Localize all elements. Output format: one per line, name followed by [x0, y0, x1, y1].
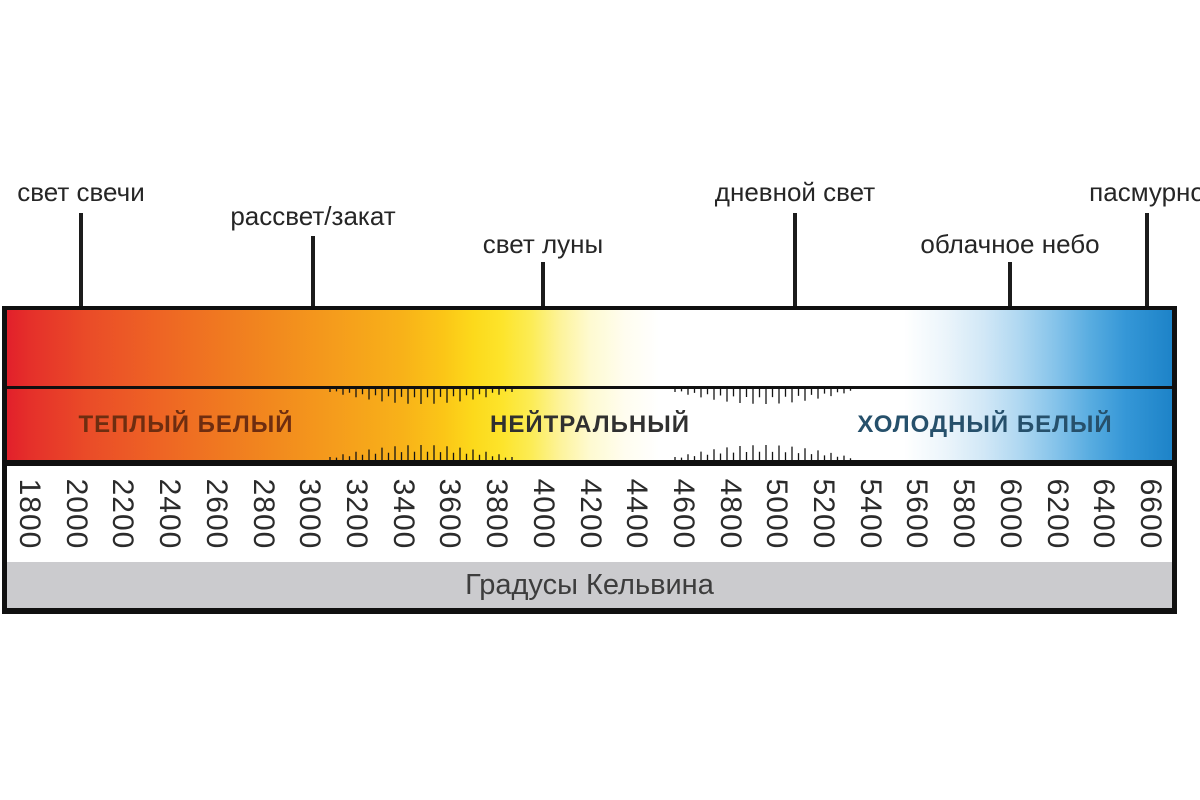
- marker-label-candle-light: свет свечи: [17, 177, 145, 207]
- kelvin-scale: 1800 2000 2200 2400 2600 2800 3000 3200 3400 3600…: [2, 466, 1177, 562]
- zone-label-warm-white: ТЕПЛЫЙ БЕЛЫЙ: [78, 410, 294, 438]
- kelvin-value: 5000: [760, 478, 794, 550]
- kelvin-value: 3000: [293, 478, 327, 550]
- kelvin-value: 2000: [59, 478, 93, 550]
- marker-label-cloudy-sky: облачное небо: [920, 229, 1100, 259]
- zone-label-cold-white: ХОЛОДНЫЙ БЕЛЫЙ: [857, 410, 1113, 438]
- kelvin-value: 5200: [807, 478, 841, 550]
- kelvin-value: 2600: [199, 478, 233, 550]
- marker-label-daylight: дневной свет: [714, 177, 876, 207]
- kelvin-value: 4600: [666, 478, 700, 550]
- transition-ticks: [329, 389, 852, 460]
- kelvin-value: 4200: [573, 478, 607, 550]
- kelvin-value: 3800: [480, 478, 514, 550]
- kelvin-value: 6200: [1040, 478, 1074, 550]
- kelvin-value: 3200: [339, 478, 373, 550]
- kelvin-value: 6400: [1087, 478, 1121, 550]
- kelvin-value: 4800: [713, 478, 747, 550]
- footer-unit-label: Градусы Кельвина: [465, 568, 714, 601]
- zone-label-neutral: НЕЙТРАЛЬНЫЙ: [490, 410, 690, 438]
- kelvin-value: 2800: [246, 478, 280, 550]
- band-divider-line: [7, 386, 1172, 389]
- marker-label-moon-light: свет луны: [482, 229, 604, 259]
- kelvin-value: 5600: [900, 478, 934, 550]
- marker-line-moon-light: [541, 262, 545, 347]
- kelvin-value: 2200: [106, 478, 140, 550]
- kelvin-value: 5400: [853, 478, 887, 550]
- kelvin-value: 6600: [1134, 478, 1168, 550]
- kelvin-value: 5800: [947, 478, 981, 550]
- footer-unit-bar: Градусы Кельвина: [2, 562, 1177, 614]
- marker-line-daylight: [793, 213, 797, 347]
- marker-label-dawn-sunset: рассвет/закат: [230, 201, 396, 231]
- kelvin-value: 1800: [13, 478, 46, 550]
- marker-line-candle-light: [79, 213, 83, 347]
- gradient-dot-band: [7, 310, 1172, 386]
- kelvin-value: 3400: [386, 478, 420, 550]
- marker-label-overcast: пасмурно: [1089, 177, 1200, 207]
- kelvin-value: 4000: [526, 478, 560, 550]
- marker-line-dawn-sunset: [311, 236, 315, 347]
- temperature-gradient-bar: ТЕПЛЫЙ БЕЛЫЙ НЕЙТРАЛЬНЫЙ ХОЛОДНЫЙ БЕЛЫЙ: [2, 306, 1177, 466]
- marker-line-cloudy-sky: [1008, 262, 1012, 347]
- marker-line-overcast: [1145, 213, 1149, 347]
- zone-band: ТЕПЛЫЙ БЕЛЫЙ НЕЙТРАЛЬНЫЙ ХОЛОДНЫЙ БЕЛЫЙ: [7, 389, 1172, 460]
- kelvin-value: 4400: [620, 478, 654, 550]
- kelvin-value: 3600: [433, 478, 467, 550]
- kelvin-value: 6000: [993, 478, 1027, 550]
- kelvin-value: 2400: [153, 478, 187, 550]
